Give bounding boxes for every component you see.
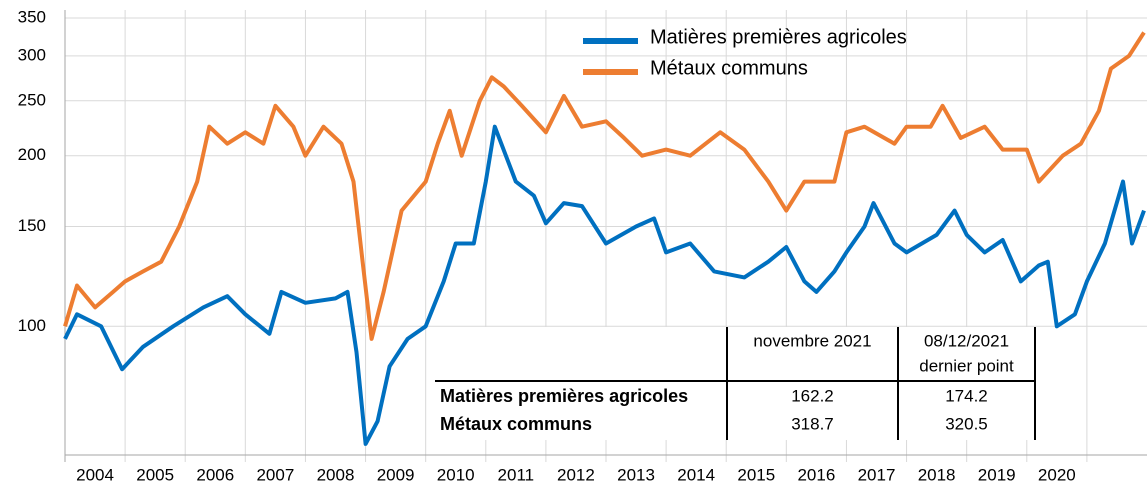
x-tick-label: 2007 (256, 465, 294, 484)
y-tick-label: 300 (18, 45, 46, 64)
table-cell: 162.2 (791, 386, 834, 405)
y-tick-label: 100 (18, 316, 46, 335)
legend-label: Métaux communs (650, 57, 808, 79)
x-tick-label: 2005 (136, 465, 174, 484)
table-cell: 174.2 (945, 386, 988, 405)
table-row-name: Métaux communs (440, 414, 592, 434)
x-tick-label: 2018 (918, 465, 956, 484)
table-cell: 320.5 (945, 414, 988, 433)
y-tick-label: 150 (18, 216, 46, 235)
y-tick-label: 350 (18, 7, 46, 26)
x-tick-label: 2009 (377, 465, 415, 484)
x-tick-label: 2019 (978, 465, 1016, 484)
table-cell: 318.7 (791, 414, 834, 433)
x-tick-label: 2012 (557, 465, 595, 484)
x-tick-label: 2006 (196, 465, 234, 484)
x-tick-label: 2011 (498, 465, 535, 484)
series-line (63, 31, 1146, 341)
y-tick-label: 250 (18, 90, 46, 109)
x-tick-label: 2020 (1038, 465, 1076, 484)
series-line (63, 124, 1146, 446)
x-tick-label: 2004 (76, 465, 114, 484)
table-header: 08/12/2021 (924, 331, 1009, 350)
table-header: novembre 2021 (753, 331, 871, 350)
y-tick-label: 200 (18, 145, 46, 164)
x-tick-label: 2016 (797, 465, 835, 484)
table-row-name: Matières premières agricoles (440, 386, 688, 406)
x-tick-label: 2008 (317, 465, 355, 484)
x-tick-label: 2010 (437, 465, 475, 484)
table-header: dernier point (919, 356, 1014, 375)
x-tick-label: 2014 (677, 465, 715, 484)
legend-label: Matières premières agricoles (650, 26, 907, 48)
x-tick-label: 2013 (617, 465, 655, 484)
table-background (435, 327, 1035, 440)
x-tick-label: 2015 (737, 465, 775, 484)
x-tick-label: 2017 (858, 465, 896, 484)
